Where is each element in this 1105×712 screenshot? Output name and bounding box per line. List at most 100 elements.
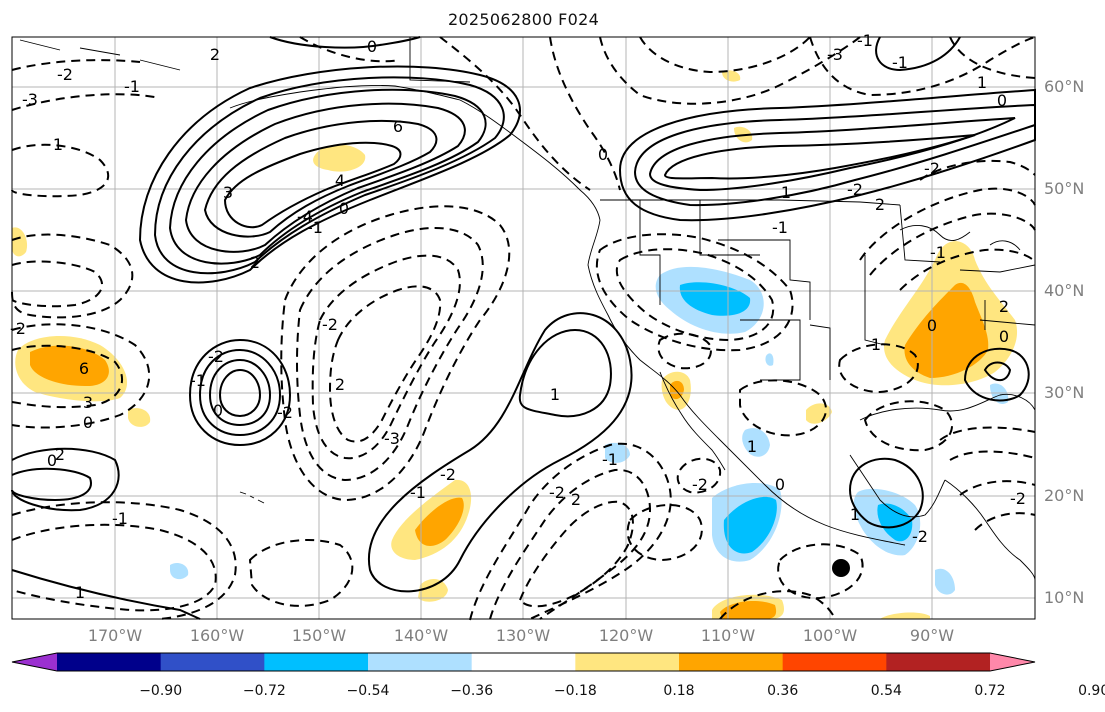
colorbar-segments <box>57 653 991 671</box>
latitude-label: 30°N <box>1044 383 1085 402</box>
black-dot-marker <box>832 559 850 577</box>
dashed-contours <box>11 36 1036 621</box>
latitude-label: 10°N <box>1044 588 1085 607</box>
colorbar-segment <box>886 653 991 671</box>
contour-label: -3 <box>827 45 843 64</box>
longitude-label: 90°W <box>909 626 955 645</box>
map-frame <box>11 36 1036 620</box>
longitude-label: 130°W <box>495 626 551 645</box>
colorbar-segment <box>575 653 680 671</box>
contour-label: 0 <box>598 145 608 164</box>
colorbar-tick-label: 0.54 <box>870 683 902 699</box>
contour-label: 1 <box>871 335 881 354</box>
colorbar-tick-label: −0.54 <box>346 683 390 699</box>
contour-label: -1 <box>892 53 908 72</box>
contour-label: 0 <box>997 91 1007 110</box>
colorbar-tick-label: −0.90 <box>139 683 183 699</box>
contour-label: -3 <box>22 90 38 109</box>
contour-label: 0 <box>999 327 1009 346</box>
contour-label: -1 <box>410 483 426 502</box>
contour-label: 0 <box>47 451 57 470</box>
contour-label: 3 <box>223 183 233 202</box>
colorbar-segment <box>679 653 784 671</box>
colorbar-tick-label: −0.36 <box>450 683 494 699</box>
latitude-label: 50°N <box>1044 179 1085 198</box>
colorbar-segment <box>782 653 887 671</box>
colorbar <box>11 652 1036 672</box>
contour-label: -3 <box>384 429 400 448</box>
longitude-label: 140°W <box>393 626 449 645</box>
longitude-label: 160°W <box>189 626 245 645</box>
colorbar-right-extension <box>990 653 1035 671</box>
contour-label: 3 <box>83 393 93 412</box>
longitude-label: 120°W <box>598 626 654 645</box>
contour-label: -2 <box>912 527 928 546</box>
contour-label: -1 <box>772 218 788 237</box>
latitude-label: 60°N <box>1044 77 1085 96</box>
contour-label: -1 <box>190 371 206 390</box>
contour-label: -2 <box>10 319 26 338</box>
contour-label: 2 <box>210 45 220 64</box>
contour-label: 2 <box>250 253 260 272</box>
contour-label: -1 <box>602 450 618 469</box>
shaded-anomalies <box>12 70 1018 619</box>
longitude-label: 100°W <box>802 626 858 645</box>
contour-label: -2 <box>847 180 863 199</box>
contour-label: -2 <box>57 65 73 84</box>
contour-label: -4 <box>297 207 313 226</box>
contour-label: 1 <box>53 135 63 154</box>
contour-label: 1 <box>977 73 987 92</box>
contour-label: -2 <box>549 483 565 502</box>
contour-label: 2 <box>999 297 1009 316</box>
map-title: 2025062800 F024 <box>447 10 600 29</box>
contour-label: 0 <box>927 316 937 335</box>
colorbar-tick-label: 0.18 <box>663 683 695 699</box>
contour-label: -2 <box>208 347 224 366</box>
colorbar-segment <box>57 653 162 671</box>
contour-label: 1 <box>747 437 757 456</box>
contour-label: 0 <box>775 475 785 494</box>
colorbar-segment <box>160 653 265 671</box>
latitude-label: 40°N <box>1044 281 1085 300</box>
colorbar-tick-label: −0.72 <box>242 683 286 699</box>
contour-label: -1 <box>307 218 323 237</box>
contour-label: -1 <box>112 509 128 528</box>
contour-label: 2 <box>335 375 345 394</box>
contour-label: -1 <box>124 77 140 96</box>
longitude-label: 150°W <box>291 626 347 645</box>
contour-label: 0 <box>367 37 377 56</box>
contour-label: -2 <box>277 403 293 422</box>
contour-label: 4 <box>335 171 345 190</box>
longitude-label: 170°W <box>87 626 143 645</box>
latitude-label: 20°N <box>1044 486 1085 505</box>
contour-label: 6 <box>79 359 89 378</box>
colorbar-segment <box>368 653 473 671</box>
contour-label: 1 <box>850 505 860 524</box>
colorbar-tick-label: −0.18 <box>553 683 597 699</box>
contour-lines <box>11 36 1036 621</box>
contour-label: -2 <box>1010 489 1026 508</box>
contour-label: 2 <box>571 490 581 509</box>
contour-label: 2 <box>875 195 885 214</box>
contour-label: 1 <box>781 183 791 202</box>
contour-label: 0 <box>339 199 349 218</box>
colorbar-segment <box>471 653 576 671</box>
contour-label: -2 <box>692 475 708 494</box>
colorbar-tick-label: 0.90 <box>1078 683 1105 699</box>
colorbar-tick-label: 0.72 <box>974 683 1006 699</box>
longitude-label: 110°W <box>700 626 756 645</box>
contour-label: 2 <box>55 445 65 464</box>
contour-label: 1 <box>75 583 85 602</box>
colorbar-tick-label: 0.36 <box>767 683 799 699</box>
contour-label: 0 <box>213 401 223 420</box>
contour-label: 1 <box>550 385 560 404</box>
contour-label: -2 <box>322 315 338 334</box>
contour-label: 0 <box>83 413 93 432</box>
colorbar-segment <box>264 653 369 671</box>
colorbar-left-extension <box>12 653 57 671</box>
contour-label: -1 <box>857 31 873 50</box>
contour-label: -2 <box>440 465 456 484</box>
contour-label: -2 <box>924 159 940 178</box>
